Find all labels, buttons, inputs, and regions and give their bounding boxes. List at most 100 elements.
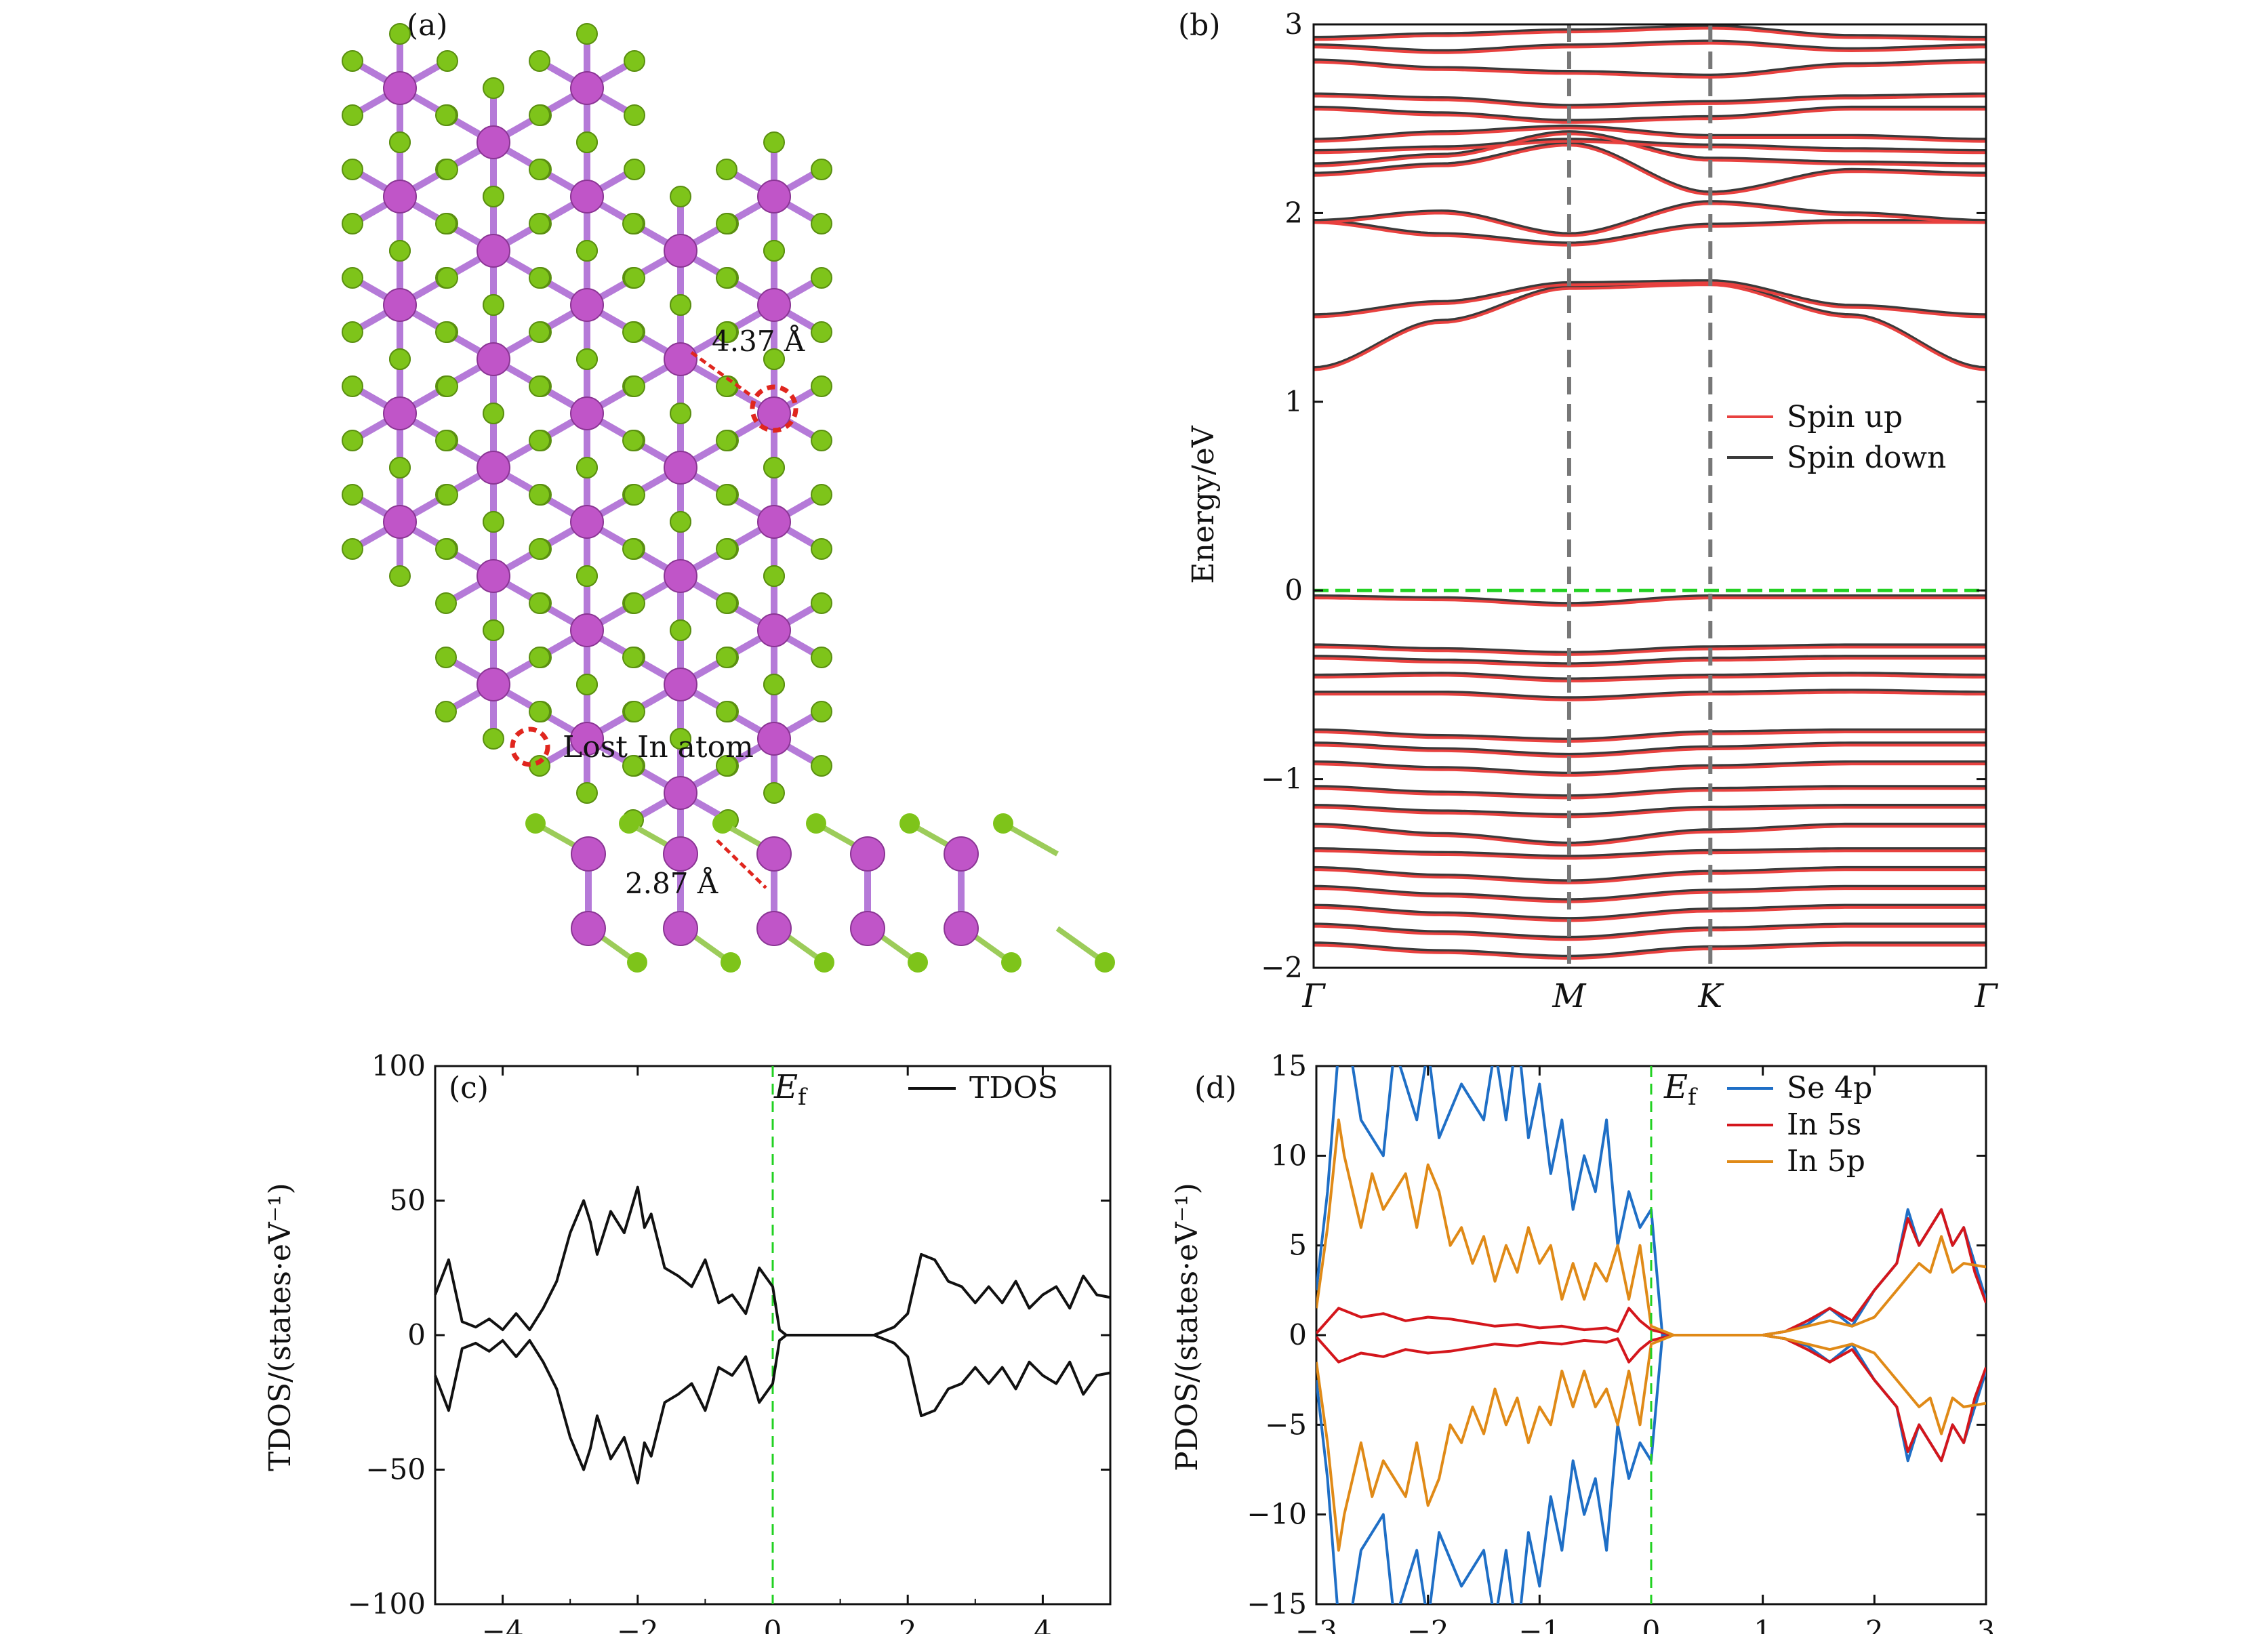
in-atom (477, 125, 510, 159)
se-atom (389, 348, 411, 370)
se-atom (716, 755, 737, 777)
panel-c-xtick-label: 4 (1034, 1614, 1052, 1634)
in-atom (757, 288, 791, 322)
se-atom (529, 159, 550, 180)
band-structure-axes: −2 −1 0 1 2 3 Γ M K Γ (1261, 7, 1998, 1015)
lattice-top-view (342, 23, 832, 858)
se-atom (716, 267, 737, 289)
band-spin-down (1314, 24, 1986, 39)
se-atom (716, 213, 737, 234)
band-spin-up (1313, 674, 1987, 682)
vacancy-legend-icon (510, 727, 550, 767)
band-spin-up (1314, 691, 1986, 701)
se-atom (389, 131, 411, 153)
band-spin-up (1313, 41, 1986, 54)
band-spin-up (1313, 825, 1986, 847)
band-spin-up (1314, 140, 1986, 155)
in-atom (383, 71, 417, 105)
se-atom (622, 430, 644, 451)
se-atom (670, 728, 691, 750)
band-spin-down (1313, 822, 1986, 844)
legend-label-se4p: Se 4p (1787, 1071, 1872, 1105)
se-atom (529, 701, 550, 722)
band-spin-up (1313, 731, 1986, 743)
band-spin-down (1313, 760, 1986, 775)
se-atom (342, 484, 363, 506)
panel-c-ytick-label: 0 (407, 1318, 426, 1351)
se-atom (435, 213, 457, 234)
panel-d-fermi-label: Ef (1663, 1068, 1698, 1111)
legend-label-tdos: TDOS (969, 1071, 1058, 1105)
se-atom (437, 375, 458, 397)
legend-label-in5s: In 5s (1787, 1107, 1861, 1142)
se-atom (993, 813, 1013, 834)
vacancy-marker (750, 384, 798, 433)
se-atom (576, 240, 598, 262)
panel-b-ylabel: Energy/eV (1186, 425, 1221, 584)
se-atom (342, 50, 363, 72)
band-spin-down (1313, 922, 1986, 939)
se-atom (435, 647, 457, 668)
kpoint-label: Γ (1301, 977, 1326, 1015)
se-atom (529, 430, 550, 451)
se-atom (811, 375, 832, 397)
se-atom (529, 104, 550, 126)
se-atom (529, 321, 550, 343)
se-atom (483, 728, 504, 750)
se-atom (342, 267, 363, 289)
band-spin-down (1313, 124, 1987, 141)
panel-d-xtick-label: 1 (1754, 1614, 1772, 1634)
band-spin-down (1313, 279, 1987, 316)
band-spin-down (1313, 804, 1986, 816)
kpoint-label: Γ (1974, 977, 1998, 1015)
in-atom (944, 836, 979, 872)
band-spin-up (1313, 202, 1987, 237)
panel-c-ytick-label: 100 (371, 1049, 426, 1082)
band-spin-down (1314, 655, 1986, 666)
se-atom (811, 267, 832, 289)
in-atom (383, 396, 417, 430)
panel-d-xtick-label: −2 (1407, 1614, 1449, 1634)
in-atom (570, 180, 604, 213)
se-atom (389, 565, 411, 587)
in-atom (850, 911, 885, 946)
panel-d-ytick-label: 15 (1271, 1049, 1307, 1082)
se-atom (624, 484, 645, 506)
se-atom (763, 674, 785, 695)
panel-c-ytick-label: 50 (390, 1184, 426, 1217)
band-spin-down (1314, 643, 1986, 654)
band-spin-down (1313, 105, 1986, 122)
se-atom (483, 511, 504, 533)
se-atom (483, 186, 504, 207)
se-atom (763, 131, 785, 153)
se-atom (576, 348, 598, 370)
panel-c-ylabel: TDOS/(states·eV⁻¹) (263, 1183, 298, 1471)
se-atom (622, 647, 644, 668)
se-atom (670, 294, 691, 316)
se-atom (437, 50, 458, 72)
se-atom (716, 647, 737, 668)
in-atom (850, 836, 885, 872)
band-spin-down (1313, 865, 1986, 882)
band-spin-up (1313, 762, 1986, 777)
se-atom (576, 674, 598, 695)
in-atom (757, 613, 791, 647)
in-atom (571, 836, 606, 872)
band-spin-down (1314, 594, 1986, 605)
in-atom (570, 396, 604, 430)
se-atom (389, 240, 411, 262)
panel-d-xtick-label: −1 (1518, 1614, 1560, 1634)
in-atom (944, 911, 979, 946)
in-atom (664, 776, 697, 810)
in-atom (477, 342, 510, 376)
panel-c-xtick-label: −4 (482, 1614, 524, 1634)
panel-b-ytick-label: 0 (1284, 573, 1303, 607)
in-atom (570, 722, 604, 756)
panel-d-ytick-label: 10 (1271, 1139, 1307, 1172)
se-atom (529, 592, 550, 614)
kpoint-label: M (1552, 977, 1587, 1015)
panel-d-legend: Se 4p In 5s In 5p (1727, 1071, 1872, 1179)
in-atom (663, 911, 698, 946)
se-atom (483, 619, 504, 641)
